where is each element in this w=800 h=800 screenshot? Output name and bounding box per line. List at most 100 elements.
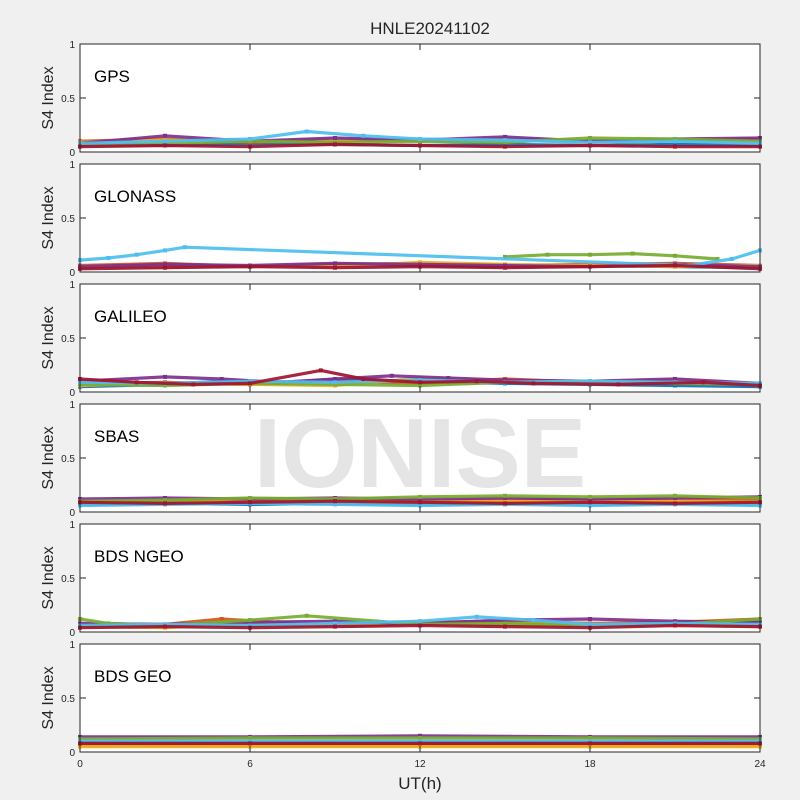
series-point (588, 494, 592, 499)
y-axis-label: S4 Index (40, 66, 57, 129)
y-tick-label: 0 (69, 388, 75, 399)
series-point (219, 617, 224, 621)
y-axis-label: S4 Index (40, 426, 57, 489)
series-line (78, 615, 762, 628)
y-tick-label: 0.5 (61, 334, 75, 345)
x-tick-label: 24 (754, 759, 766, 770)
x-tick-label: 6 (247, 759, 253, 770)
series-point (673, 263, 677, 268)
y-tick-label: 1 (69, 400, 75, 411)
series-point (248, 620, 252, 625)
series-group (78, 129, 762, 149)
series-point (304, 129, 309, 134)
series-point (588, 617, 592, 621)
series-point (333, 380, 337, 385)
series-point (673, 623, 677, 628)
series-point (673, 496, 677, 500)
series-point (503, 265, 507, 270)
series-point (673, 621, 677, 626)
series-point (163, 248, 167, 253)
series-point (163, 624, 167, 629)
series-point (248, 741, 252, 746)
series-point (588, 143, 592, 148)
series-point (503, 140, 507, 145)
series-point (163, 141, 167, 146)
series-point (418, 378, 422, 383)
series-point (616, 382, 621, 387)
y-axis-label: S4 Index (40, 666, 57, 729)
series-point (304, 613, 309, 618)
series-point (588, 736, 592, 740)
series-point (248, 496, 252, 500)
series-point (531, 618, 536, 623)
series-group (78, 368, 762, 389)
series-point (182, 245, 187, 250)
series-point (163, 143, 167, 148)
panel-label: BDS NGEO (94, 547, 184, 566)
series-point (630, 251, 635, 256)
series-point (673, 619, 677, 624)
panel-glonass: 0 0.5 1 S4 Index GLONASS (40, 160, 762, 279)
y-tick-label: 0.5 (61, 214, 75, 225)
y-tick-label: 0 (69, 508, 75, 519)
plot-area (80, 524, 760, 632)
y-tick-label: 0.5 (61, 574, 75, 585)
y-tick-label: 1 (69, 40, 75, 51)
series-group (78, 613, 762, 630)
series-point (333, 624, 337, 629)
panel-bds-geo: 0 0.5 1 0 6 12 18 24 S4 Index BDS GEO (40, 640, 766, 770)
series-point (503, 144, 507, 149)
series-point (588, 136, 592, 140)
series-point (163, 501, 167, 506)
series-point (418, 497, 422, 501)
y-tick-label: 1 (69, 280, 75, 291)
x-tick-label: 12 (414, 759, 426, 770)
series-point (318, 368, 323, 373)
series-point (248, 500, 252, 505)
series-point (673, 253, 677, 258)
series-point (333, 377, 337, 381)
series-point (673, 139, 677, 144)
y-tick-label: 0 (69, 748, 75, 759)
series-point (418, 736, 422, 740)
series-point (729, 257, 734, 261)
plot-area (80, 404, 760, 512)
series-point (418, 380, 422, 385)
panel-sbas: 0 0.5 1 S4 Index SBAS (40, 400, 762, 519)
series-point (134, 380, 139, 385)
series-point (418, 262, 422, 267)
x-tick-label: 18 (584, 759, 596, 770)
series-point (333, 136, 337, 140)
panel-label: BDS GEO (94, 667, 171, 686)
x-axis-label: UT(h) (398, 774, 441, 793)
series-point (163, 265, 167, 270)
series-point (333, 265, 337, 270)
panel-label: GALILEO (94, 307, 167, 326)
series-point (418, 503, 422, 508)
series-point (588, 739, 592, 744)
series-point (163, 498, 167, 503)
series-point (503, 499, 507, 504)
ionise-watermark: IONISE (254, 398, 586, 508)
plot-area (80, 44, 760, 152)
series-point (503, 621, 507, 626)
series-point (503, 493, 507, 498)
series-point (588, 622, 592, 627)
series-point (418, 143, 422, 148)
series-point (248, 379, 252, 384)
series-point (333, 499, 337, 504)
series-point (163, 496, 167, 500)
series-point (333, 261, 337, 266)
series-point (333, 142, 337, 147)
series-point (418, 137, 422, 141)
series-point (588, 252, 592, 257)
series-line (78, 129, 762, 145)
series-point (545, 252, 550, 257)
series-point (248, 139, 252, 144)
series-point (418, 139, 422, 144)
series-point (673, 499, 677, 504)
series-point (673, 377, 677, 381)
panels-group: 0 0.5 1 S4 Index GPS 0 0.5 1 S4 Index GLONASS 0 0.5… (40, 40, 766, 770)
series-point (503, 263, 507, 268)
series-point (418, 733, 422, 738)
